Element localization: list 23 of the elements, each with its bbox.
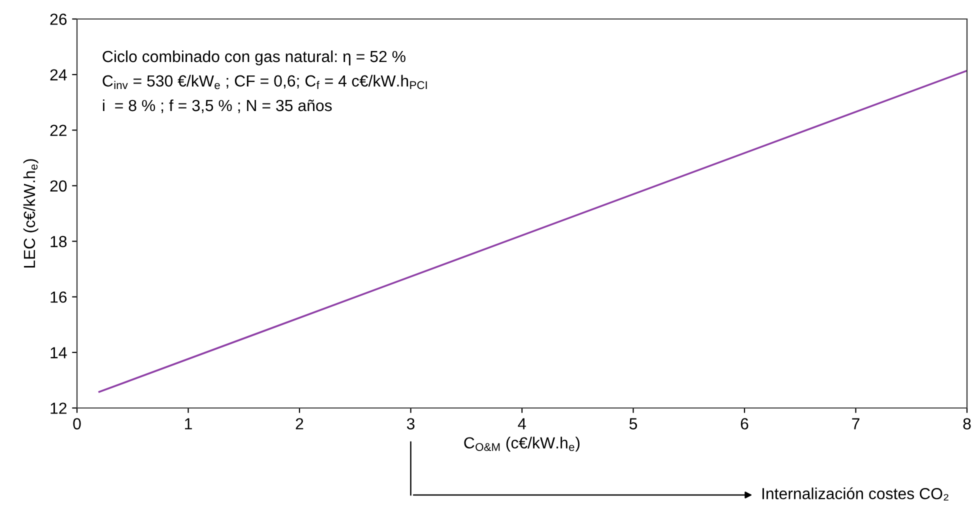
y-tick-label: 18 <box>50 236 67 248</box>
annotation: C$_{inv}$ = 530 €/kW$_{e}$ ; CF = 0,6; C$_{f}$ = 4 c€/kW.h$_{PCI}$ <box>102 74 427 90</box>
x-tick-label: 4 <box>518 418 526 430</box>
y-axis-title: LEC (c€/kW.h$_{e}$) <box>23 159 38 268</box>
y-tick-label: 24 <box>50 69 67 80</box>
annotation: Ciclo combinado con gas natural: η = 52 % <box>102 50 406 66</box>
x-tick-label: 8 <box>963 418 971 430</box>
y-tick-label: 22 <box>50 124 66 136</box>
y-tick-label: 14 <box>50 347 67 358</box>
x-tick-label: 1 <box>185 418 192 430</box>
y-tick-label: 16 <box>50 291 67 303</box>
x-tick-label: 7 <box>852 418 860 430</box>
y-tick-label: 26 <box>50 14 67 25</box>
x-tick-label: 0 <box>73 418 81 430</box>
y-tick-label: 20 <box>50 180 67 192</box>
x-tick-label: 2 <box>296 418 304 430</box>
x-tick-label: 6 <box>740 418 748 430</box>
y-tick-label: 12 <box>50 402 66 414</box>
text: Internalización costes CO₂ <box>762 487 948 500</box>
annotation: i = 8 % ; f = 3,5 % ; N = 35 años <box>102 99 332 114</box>
x-tick-label: 3 <box>406 418 414 430</box>
x-tick-label: 5 <box>629 418 638 430</box>
x-axis-title: C$_{O&M}$ (c€/kW.h$_{e}$) <box>464 436 580 452</box>
